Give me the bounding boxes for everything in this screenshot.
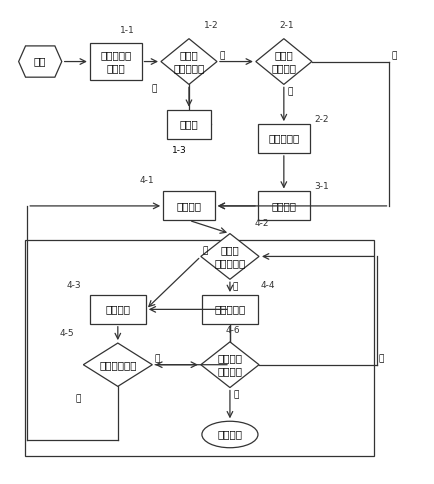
Text: 数据格式化: 数据格式化 — [268, 134, 299, 144]
Text: 演算结束: 演算结束 — [217, 429, 243, 439]
Polygon shape — [19, 46, 62, 77]
Text: 否: 否 — [391, 51, 397, 60]
Text: 是: 是 — [233, 390, 239, 399]
Text: 1-3: 1-3 — [172, 146, 187, 155]
Text: 结点部署: 结点部署 — [271, 201, 296, 211]
Text: 开始: 开始 — [34, 57, 46, 66]
Text: 是: 是 — [151, 85, 157, 94]
Text: 4-3: 4-3 — [66, 281, 81, 290]
Text: 3-1: 3-1 — [314, 182, 329, 191]
Text: 否: 否 — [379, 354, 384, 363]
FancyBboxPatch shape — [90, 44, 141, 79]
Text: 是: 是 — [203, 246, 208, 255]
Text: 迭代是否结束: 迭代是否结束 — [99, 360, 137, 370]
Polygon shape — [201, 234, 259, 279]
Text: 4-4: 4-4 — [260, 281, 275, 290]
Text: 是否为
矩阵向量乘: 是否为 矩阵向量乘 — [214, 245, 246, 268]
Text: 迭代开始: 迭代开始 — [177, 201, 201, 211]
Text: 集群演算: 集群演算 — [105, 304, 130, 315]
Text: 否: 否 — [232, 282, 237, 291]
FancyBboxPatch shape — [258, 124, 310, 153]
Text: 4-6: 4-6 — [226, 326, 240, 335]
Text: 否: 否 — [76, 394, 81, 403]
FancyBboxPatch shape — [202, 295, 258, 324]
Text: 4-5: 4-5 — [59, 329, 74, 338]
Text: 1-1: 1-1 — [120, 26, 135, 35]
Text: 主结点演算: 主结点演算 — [214, 304, 246, 315]
Text: 1-2: 1-2 — [204, 21, 219, 30]
Polygon shape — [83, 343, 152, 386]
Text: 2-1: 2-1 — [279, 21, 294, 30]
Text: 否: 否 — [219, 51, 224, 60]
Text: 4-2: 4-2 — [255, 219, 269, 228]
Text: 是否满足
终止条件: 是否满足 终止条件 — [217, 353, 243, 377]
Text: 结点硬件部
署完成: 结点硬件部 署完成 — [100, 50, 132, 73]
Text: 4-1: 4-1 — [139, 176, 154, 185]
Text: 是否有
新结点加入: 是否有 新结点加入 — [173, 50, 204, 73]
Polygon shape — [201, 342, 259, 388]
Polygon shape — [161, 39, 217, 84]
FancyBboxPatch shape — [168, 110, 210, 138]
Text: 2-2: 2-2 — [314, 115, 329, 124]
Text: 是: 是 — [287, 87, 293, 96]
Ellipse shape — [202, 421, 258, 448]
Text: 预调优: 预调优 — [180, 119, 198, 129]
FancyBboxPatch shape — [90, 295, 146, 324]
FancyBboxPatch shape — [163, 192, 215, 220]
Polygon shape — [256, 39, 312, 84]
Text: 是: 是 — [155, 354, 160, 363]
Text: 是否有
计算任务: 是否有 计算任务 — [271, 50, 296, 73]
FancyBboxPatch shape — [258, 192, 310, 220]
